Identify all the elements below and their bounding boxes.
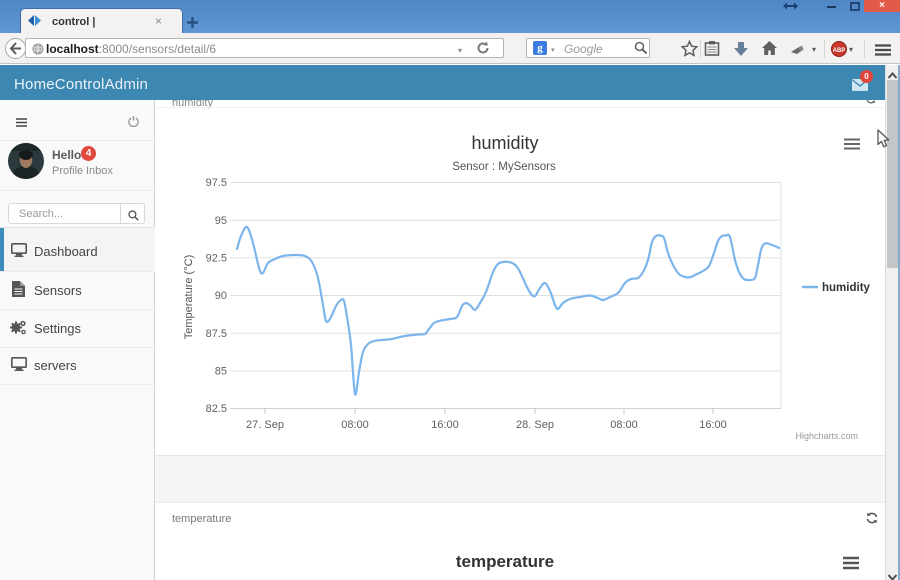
svg-text:16:00: 16:00 (431, 419, 459, 431)
svg-text:95: 95 (215, 215, 227, 227)
svg-text:08:00: 08:00 (341, 419, 369, 431)
svg-text:97.5: 97.5 (206, 177, 227, 189)
svg-text:ABP: ABP (833, 48, 846, 54)
svg-text:humidity: humidity (471, 133, 538, 153)
svg-text:Sensor : MySensors: Sensor : MySensors (452, 161, 556, 173)
svg-text:Temperature (°C): Temperature (°C) (183, 255, 195, 339)
svg-text:27. Sep: 27. Sep (246, 419, 284, 431)
svg-text:Highcharts.com: Highcharts.com (795, 431, 858, 441)
svg-text:92.5: 92.5 (206, 253, 227, 265)
svg-text:87.5: 87.5 (206, 328, 227, 340)
svg-text:humidity: humidity (822, 282, 871, 294)
svg-text:85: 85 (215, 366, 227, 378)
svg-text:28. Sep: 28. Sep (516, 419, 554, 431)
svg-text:16:00: 16:00 (699, 419, 727, 431)
svg-text:90: 90 (215, 290, 227, 302)
svg-text:82.5: 82.5 (206, 403, 227, 415)
svg-text:08:00: 08:00 (610, 419, 638, 431)
